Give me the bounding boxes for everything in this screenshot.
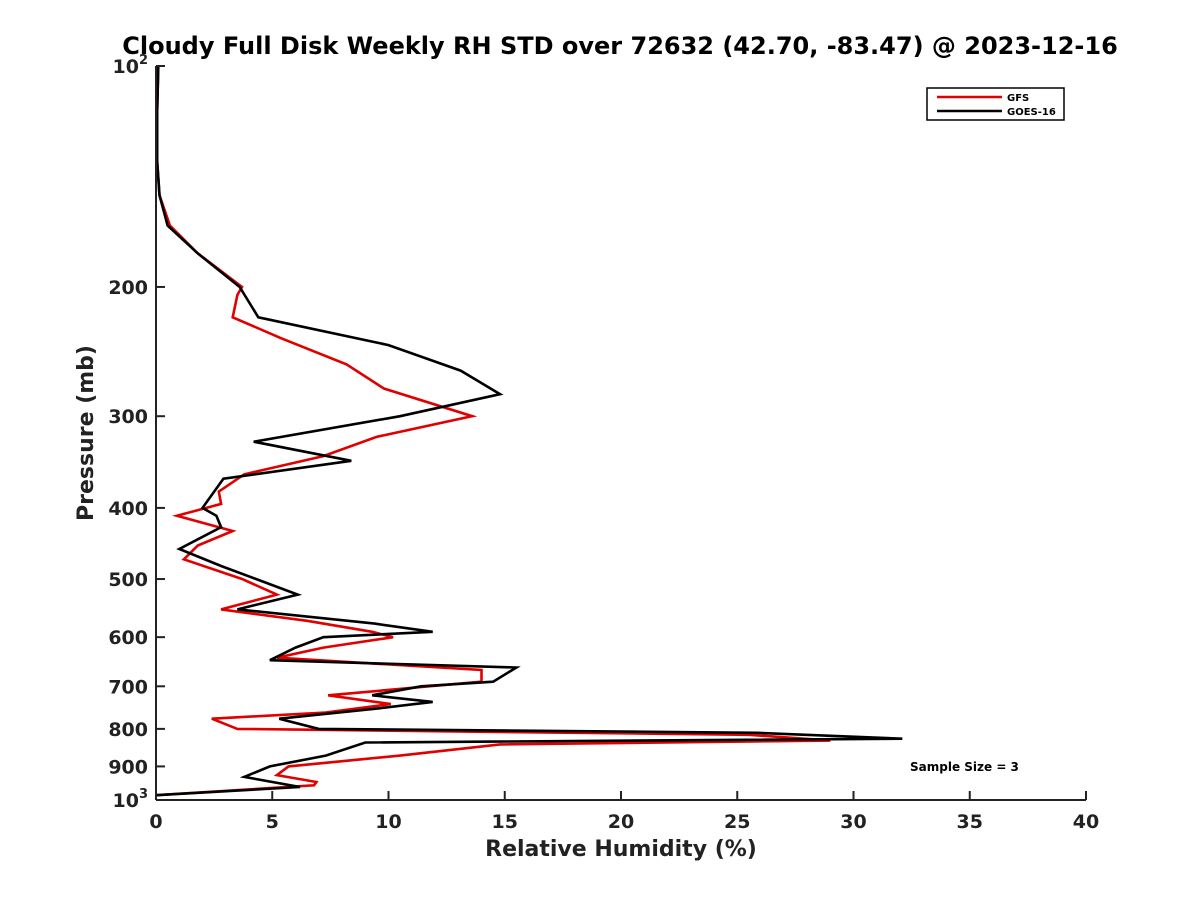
x-ticks: 0 5 10 15 20 25 30 35 40	[149, 791, 1099, 833]
legend-box	[926, 87, 1065, 121]
y-tick-base: 500	[108, 569, 148, 591]
x-tick-label: 15	[492, 811, 518, 833]
y-tick-exponent: 2	[139, 53, 148, 68]
y-tick-base: 10	[113, 56, 139, 78]
y-tick-base: 10	[113, 790, 139, 812]
y-tick-label: 500	[108, 569, 148, 591]
y-axis-label: Pressure (mb)	[74, 345, 99, 521]
legend: GFS GOES-16	[926, 87, 1065, 121]
x-tick-label: 25	[724, 811, 750, 833]
y-tick-label: 200	[108, 277, 148, 299]
x-tick-label: 20	[608, 811, 634, 833]
x-tick-label: 40	[1073, 811, 1099, 833]
x-tick-label: 35	[957, 811, 983, 833]
y-tick-label: 300	[108, 406, 148, 428]
y-tick-label: 800	[108, 719, 148, 741]
x-tick-label: 0	[149, 811, 162, 833]
legend-label-goes-16: GOES-16	[1007, 107, 1056, 118]
y-tick-label: 103	[113, 787, 149, 812]
sample-size-annotation: Sample Size = 3	[910, 760, 1019, 774]
x-tick-label: 10	[375, 811, 401, 833]
series-layer	[155, 65, 903, 797]
x-tick-label: 5	[266, 811, 279, 833]
y-tick-base: 400	[108, 498, 148, 520]
y-tick-base: 200	[108, 277, 148, 299]
y-tick-exponent: 3	[139, 787, 148, 802]
chart-title: Cloudy Full Disk Weekly RH STD over 7263…	[122, 32, 1118, 60]
y-tick-base: 300	[108, 406, 148, 428]
x-tick-label: 30	[840, 811, 866, 833]
y-tick-label: 102	[113, 53, 149, 78]
y-tick-label: 400	[108, 498, 148, 520]
series-line-goes-16	[155, 65, 903, 797]
y-tick-base: 600	[108, 627, 148, 649]
legend-label-gfs: GFS	[1007, 93, 1029, 104]
y-tick-label: 600	[108, 627, 148, 649]
y-tick-base: 700	[108, 676, 148, 698]
y-tick-base: 800	[108, 719, 148, 741]
plot-area: 0 5 10 15 20 25 30 35 40 10220030040050060070080…	[108, 53, 1099, 833]
y-tick-label: 700	[108, 676, 148, 698]
x-axis-label: Relative Humidity (%)	[485, 837, 757, 862]
series-line-gfs	[155, 65, 831, 797]
y-tick-label: 900	[108, 756, 148, 778]
y-tick-base: 900	[108, 756, 148, 778]
